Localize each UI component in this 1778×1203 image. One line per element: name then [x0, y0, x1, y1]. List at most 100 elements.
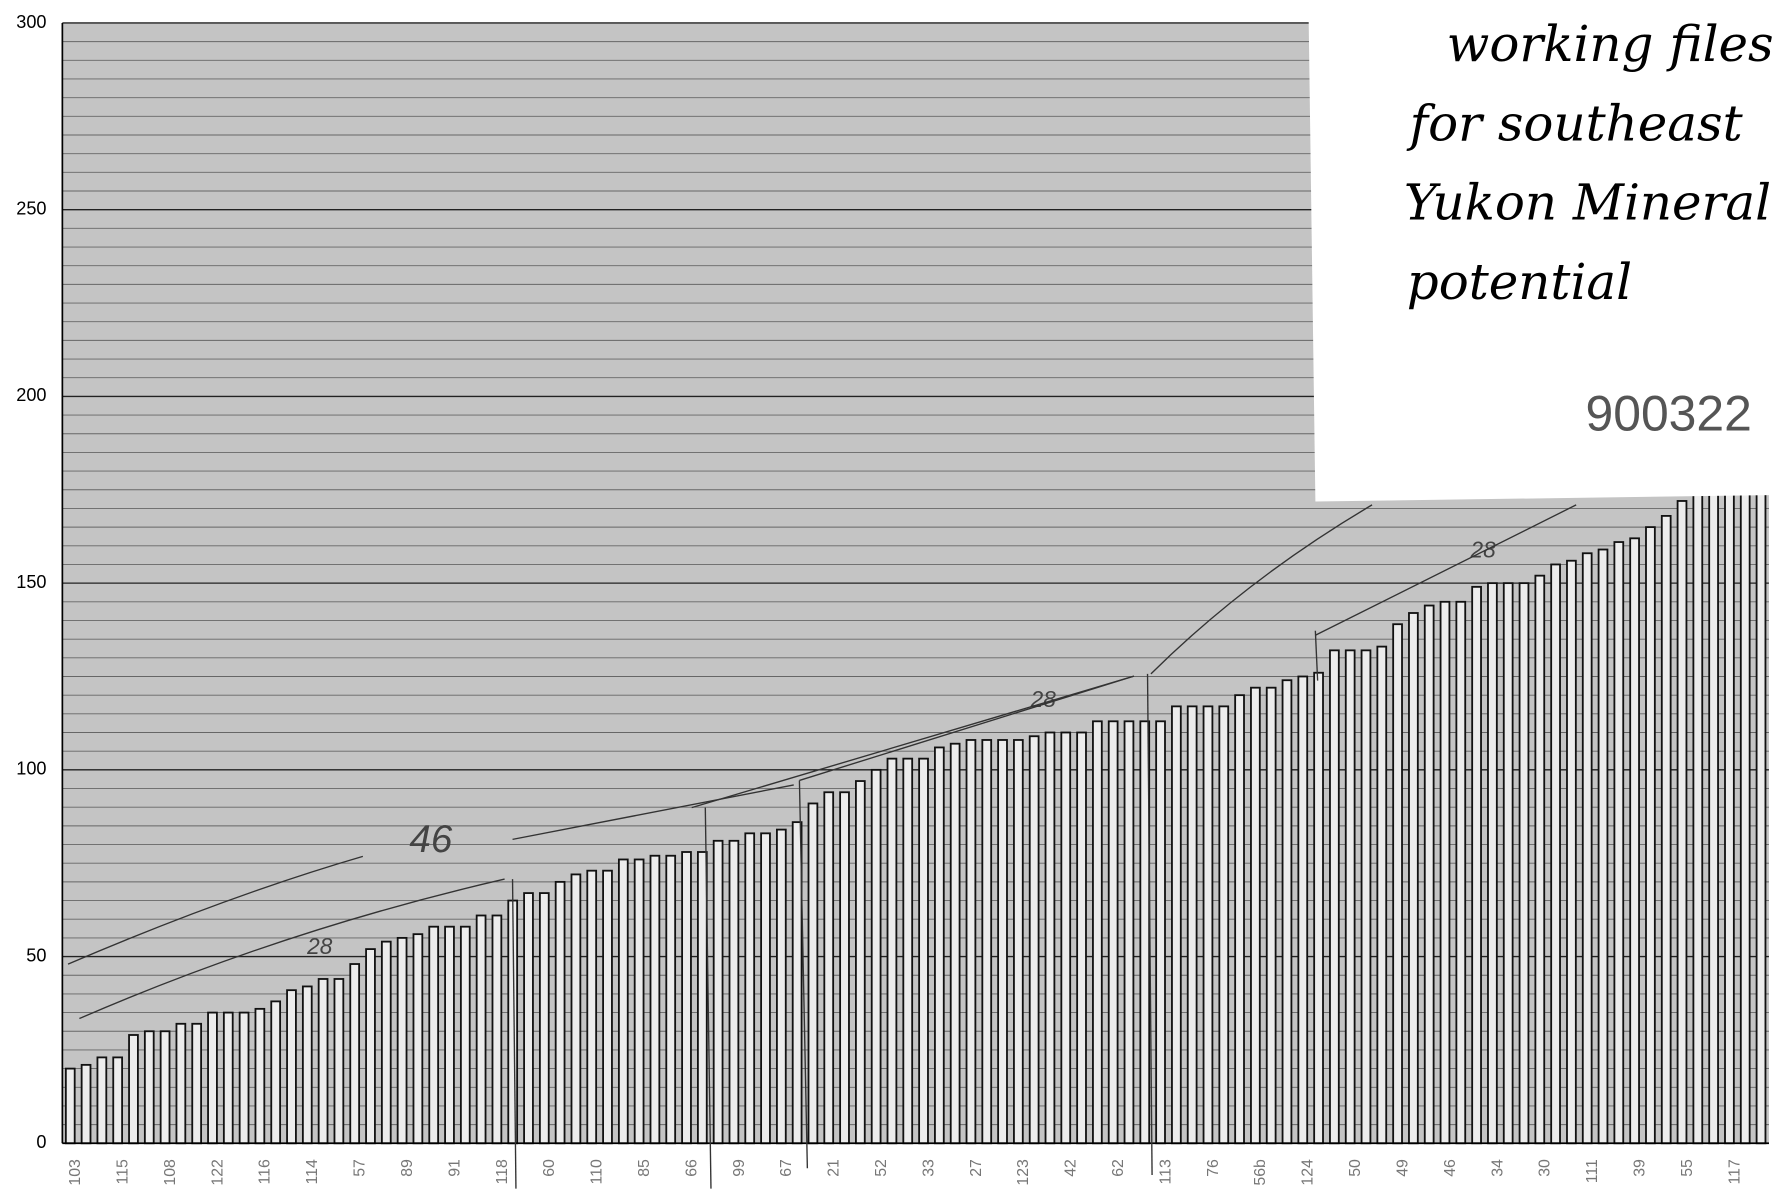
bar	[1550, 563, 1561, 1145]
x-tick-label: 50	[1347, 1159, 1364, 1177]
bar	[823, 791, 835, 1145]
bar	[918, 757, 929, 1145]
y-tick-label: 50	[26, 945, 46, 965]
x-tick-label: 62	[1110, 1159, 1127, 1177]
x-tick-label: 113	[1157, 1159, 1174, 1184]
bar	[191, 1022, 203, 1145]
x-tick-label: 85	[636, 1159, 653, 1177]
bar	[1155, 720, 1166, 1145]
bar	[1202, 705, 1214, 1145]
bar	[1250, 686, 1261, 1145]
pen-stroke	[511, 879, 517, 1189]
pen-stroke	[67, 855, 364, 965]
x-tick-label: 122	[209, 1159, 226, 1186]
bar	[1329, 649, 1340, 1145]
pen-stroke	[1150, 504, 1373, 675]
bar	[1645, 526, 1656, 1145]
pen-stroke	[512, 784, 794, 841]
bar	[412, 933, 424, 1145]
bar	[222, 1011, 234, 1145]
bar	[1013, 739, 1024, 1145]
bar	[1408, 612, 1419, 1145]
x-tick-label: 42	[1063, 1159, 1080, 1177]
bar	[807, 802, 819, 1145]
bar	[538, 892, 550, 1145]
bar	[554, 880, 566, 1145]
bar	[1676, 500, 1688, 1145]
bar	[428, 925, 440, 1145]
bar	[112, 1056, 124, 1145]
bar	[1439, 600, 1451, 1145]
x-tick-label: 117	[1726, 1159, 1743, 1184]
y-tick-label: 150	[16, 572, 46, 592]
x-tick-label: 91	[446, 1159, 463, 1177]
bar	[301, 985, 313, 1145]
bar	[1123, 720, 1135, 1145]
bar	[744, 832, 756, 1145]
bar	[965, 739, 977, 1145]
bar	[617, 858, 629, 1145]
bar	[317, 978, 329, 1145]
bar	[1076, 731, 1087, 1145]
bar	[1708, 477, 1719, 1145]
bar	[1597, 548, 1609, 1145]
bar	[886, 757, 898, 1145]
bar	[586, 869, 598, 1145]
bar	[1581, 552, 1593, 1145]
bar	[570, 873, 582, 1145]
y-tick-label: 0	[36, 1132, 46, 1152]
bar	[1186, 705, 1198, 1145]
bar	[1107, 720, 1119, 1145]
y-tick-label: 250	[16, 198, 46, 218]
annotation: 28	[1470, 536, 1497, 562]
x-tick-label: 103	[67, 1159, 84, 1186]
bar	[1502, 582, 1514, 1145]
bar	[1724, 462, 1735, 1145]
bar	[64, 1067, 76, 1145]
bar	[602, 869, 613, 1145]
x-tick-label: 55	[1679, 1159, 1696, 1177]
bar	[1044, 731, 1056, 1145]
bar	[396, 936, 408, 1145]
x-tick-label: 34	[1489, 1159, 1506, 1177]
annotation: 46	[409, 818, 452, 861]
bar	[681, 851, 692, 1145]
x-tick-label: 57	[352, 1159, 369, 1177]
bar	[760, 832, 771, 1145]
x-tick-label: 76	[1205, 1159, 1222, 1177]
bar	[934, 746, 945, 1145]
bar	[523, 892, 534, 1145]
bar	[254, 1007, 266, 1145]
pen-stroke	[798, 780, 809, 1169]
pen-stroke	[1314, 630, 1319, 681]
note-line: potential	[1407, 253, 1632, 311]
bar	[1739, 447, 1751, 1145]
bar	[1218, 705, 1230, 1145]
bar	[839, 791, 850, 1145]
x-tick-label: 46	[1442, 1159, 1459, 1177]
x-tick-label: 67	[778, 1159, 795, 1177]
bar	[1629, 537, 1640, 1145]
pen-stroke	[1146, 673, 1153, 1176]
bar	[491, 914, 503, 1145]
bar	[349, 963, 361, 1145]
bar	[270, 1000, 282, 1145]
bar	[949, 742, 961, 1145]
bar	[776, 828, 787, 1145]
x-tick-label: 89	[399, 1159, 416, 1177]
x-tick-label: 52	[873, 1159, 890, 1177]
bar	[791, 821, 803, 1145]
x-tick-label: 39	[1631, 1159, 1648, 1177]
bar	[96, 1056, 108, 1145]
note-number: 900322	[1585, 386, 1751, 442]
x-tick-label: 21	[826, 1159, 843, 1177]
x-tick-label: 118	[494, 1159, 511, 1184]
bar	[128, 1034, 139, 1145]
x-tick-label: 33	[920, 1159, 937, 1177]
bar	[1344, 649, 1356, 1145]
bar	[1092, 720, 1103, 1145]
bar	[286, 989, 297, 1145]
bar	[1455, 600, 1467, 1145]
